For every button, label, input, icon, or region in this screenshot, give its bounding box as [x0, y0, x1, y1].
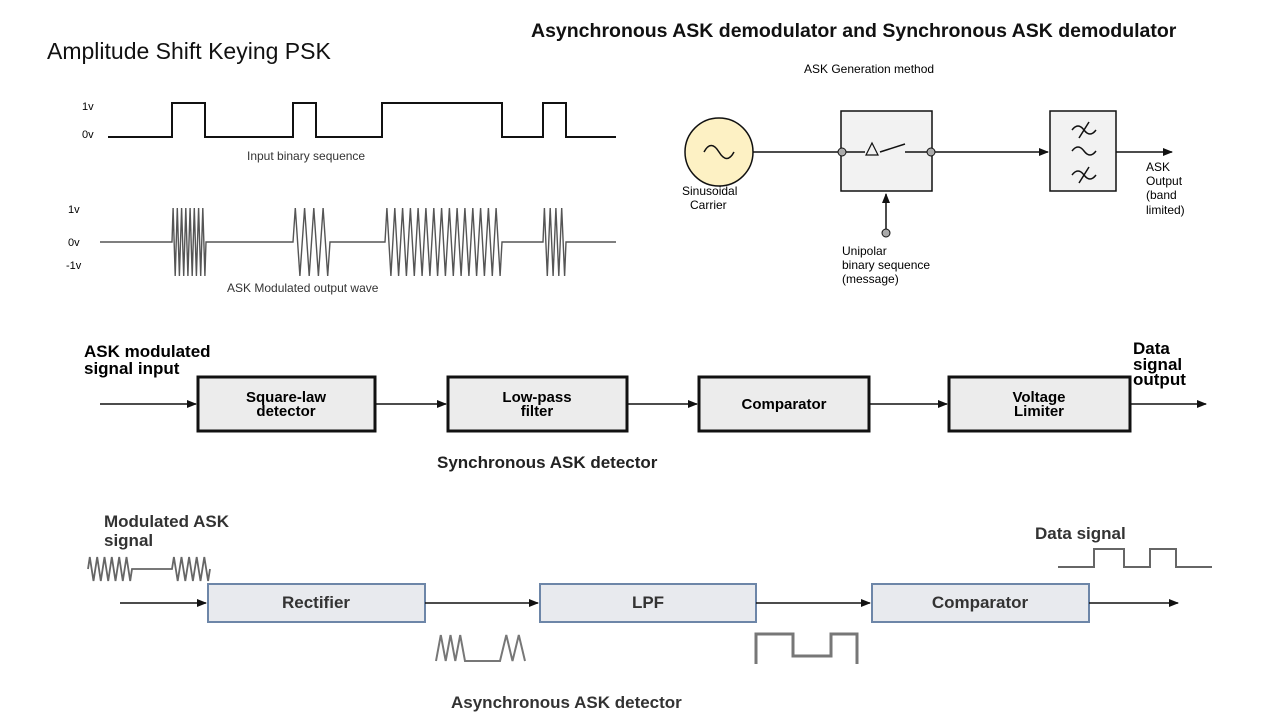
voltage-limiter-block — [947, 375, 1132, 433]
sync-output-label-line1: Data — [1133, 339, 1170, 358]
rectifier-block — [207, 583, 426, 623]
async-input-label-line2: signal — [104, 531, 153, 550]
output-label-line4: limited) — [1146, 203, 1185, 217]
bandpass-filter-block — [1049, 110, 1117, 192]
rectified-waveform — [435, 634, 526, 662]
carrier-label-line1: Sinusoidal — [682, 184, 737, 198]
lpf-output-waveform — [754, 632, 859, 664]
message-label-line1: Unipolar — [842, 244, 887, 258]
slide-title: Amplitude Shift Keying PSK — [47, 38, 331, 64]
async-comparator-block — [871, 583, 1090, 623]
low-pass-label-line1: Low-pass — [502, 389, 571, 406]
voltage-limiter-label-line2: Limiter — [1014, 403, 1064, 420]
sine-icon — [703, 144, 735, 160]
async-input-label-line1: Modulated ASK — [104, 512, 230, 531]
mod-high-label: 1v — [68, 204, 80, 216]
sync-output-label-line2: signal — [1133, 355, 1182, 374]
lpf-label: LPF — [632, 593, 664, 612]
input-high-label: 1v — [82, 101, 94, 113]
mod-caption: ASK Modulated output wave — [227, 281, 379, 295]
carrier-label-line2: Carrier — [690, 198, 727, 212]
synchronous-detector: ASK modulated signal input Square-law de… — [84, 339, 1207, 472]
voltage-limiter-label-line1: Voltage — [1012, 389, 1065, 406]
asynchronous-detector: Modulated ASK signal Rectifier LPF Compa… — [87, 512, 1212, 712]
output-label-line2: Output — [1146, 174, 1183, 188]
async-comparator-label: Comparator — [932, 593, 1029, 612]
switch-terminal-in — [837, 147, 847, 157]
data-signal-waveform — [1058, 548, 1212, 568]
async-output-label: Data signal — [1035, 524, 1126, 543]
input-caption: Input binary sequence — [247, 149, 365, 163]
generation-title: ASK Generation method — [804, 62, 934, 76]
sync-caption: Synchronous ASK detector — [437, 453, 658, 472]
input-low-label: 0v — [82, 129, 94, 141]
switch-pivot-icon — [865, 141, 879, 156]
input-binary-waveform — [108, 102, 616, 138]
sync-input-label-line1: ASK modulated — [84, 342, 211, 361]
comparator-label: Comparator — [741, 396, 826, 413]
message-terminal — [881, 228, 891, 238]
waveform-panel: 1v 0v Input binary sequence 1v 0v -1v AS… — [66, 101, 616, 295]
square-law-detector-block — [196, 375, 377, 433]
low-pass-label-line2: filter — [521, 403, 554, 420]
switch-terminal-out — [926, 147, 936, 157]
output-label-line1: ASK — [1146, 160, 1170, 174]
rectifier-label: Rectifier — [282, 593, 350, 612]
generation-diagram: ASK Generation method Sinusoidal Carrier… — [682, 62, 1185, 286]
ask-modulated-waveform — [100, 207, 616, 277]
bandpass-filter-icon — [1071, 121, 1097, 184]
output-label-line3: (band — [1146, 188, 1177, 202]
lpf-block — [539, 583, 757, 623]
async-input-waveform — [87, 556, 211, 582]
message-label-line3: (message) — [842, 272, 899, 286]
switch-block — [840, 110, 933, 192]
sync-output-label-line3: output — [1133, 370, 1186, 389]
mod-neg-label: -1v — [66, 260, 82, 272]
message-label-line2: binary sequence — [842, 258, 930, 272]
switch-icon — [846, 143, 927, 153]
square-law-label-line2: detector — [256, 403, 315, 420]
sync-input-label-line2: signal input — [84, 359, 180, 378]
square-law-label-line1: Square-law — [246, 389, 326, 406]
async-caption: Asynchronous ASK detector — [451, 693, 682, 712]
mod-zero-label: 0v — [68, 237, 80, 249]
comparator-block — [697, 375, 871, 433]
right-title: Asynchronous ASK demodulator and Synchro… — [531, 20, 1177, 42]
